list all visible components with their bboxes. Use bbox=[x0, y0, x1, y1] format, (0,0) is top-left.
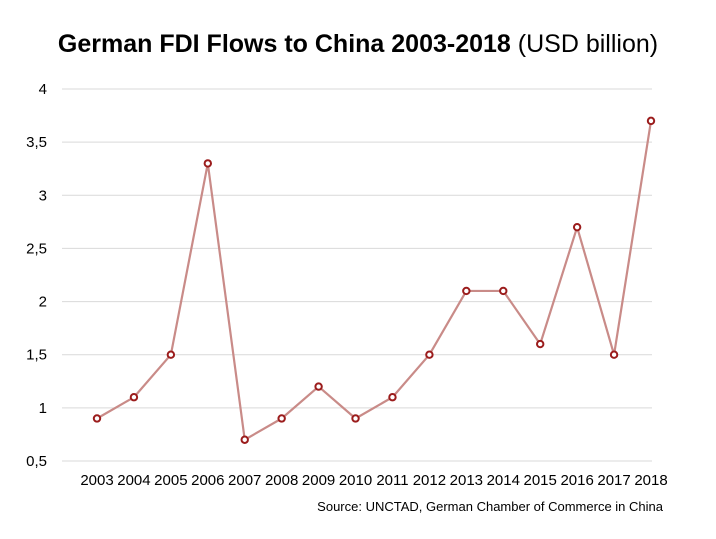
y-tick-label: 3,5 bbox=[26, 134, 47, 151]
y-tick-label: 4 bbox=[39, 81, 47, 98]
x-tick-label: 2013 bbox=[450, 472, 483, 489]
data-point bbox=[425, 350, 434, 359]
x-tick-label: 2011 bbox=[376, 472, 408, 489]
data-point bbox=[646, 116, 656, 126]
y-tick-label: 2,5 bbox=[26, 240, 47, 257]
data-point bbox=[92, 414, 102, 423]
x-tick-label: 2016 bbox=[560, 472, 593, 489]
chart-title: German FDI Flows to China 2003-2018 (USD… bbox=[0, 30, 716, 59]
data-point bbox=[536, 339, 545, 349]
y-tick-label: 1 bbox=[39, 400, 47, 417]
x-tick-label: 2003 bbox=[80, 472, 113, 489]
source-note: Source: UNCTAD, German Chamber of Commer… bbox=[317, 499, 663, 514]
y-tick-label: 0,5 bbox=[26, 453, 47, 470]
gridlines bbox=[62, 88, 652, 462]
x-tick-label: 2012 bbox=[413, 472, 446, 489]
data-point bbox=[240, 435, 249, 444]
y-tick-label: 3 bbox=[39, 187, 47, 204]
x-tick-label: 2017 bbox=[597, 472, 630, 489]
x-tick-label: 2015 bbox=[524, 472, 557, 489]
data-point bbox=[388, 393, 397, 402]
data-point bbox=[166, 350, 176, 359]
chart-title-main: German FDI Flows to China 2003-2018 bbox=[57, 30, 511, 58]
x-tick-label: 2005 bbox=[154, 472, 187, 489]
data-point bbox=[499, 286, 508, 296]
series-line bbox=[96, 120, 653, 441]
data-point bbox=[129, 393, 139, 402]
y-tick-label: 2 bbox=[39, 294, 47, 311]
y-tick-label: 1,5 bbox=[26, 347, 47, 364]
chart-title-unit: (USD billion) bbox=[517, 30, 659, 58]
x-tick-label: 2004 bbox=[117, 472, 150, 489]
y-axis-tick-labels: 0,5 1 1,5 2 2,5 3 3,5 4 bbox=[26, 81, 47, 470]
x-tick-label: 2009 bbox=[302, 472, 335, 489]
data-point bbox=[609, 350, 619, 359]
x-tick-label: 2018 bbox=[634, 472, 667, 489]
data-point bbox=[351, 414, 360, 423]
x-tick-label: 2010 bbox=[339, 472, 372, 489]
x-tick-label: 2008 bbox=[265, 472, 298, 489]
data-point bbox=[462, 286, 471, 296]
data-point bbox=[203, 159, 213, 168]
x-tick-label: 2007 bbox=[228, 472, 261, 489]
x-tick-label: 2014 bbox=[487, 472, 520, 489]
series-markers bbox=[92, 116, 656, 444]
data-point bbox=[572, 222, 582, 232]
data-point bbox=[314, 382, 323, 391]
data-point bbox=[277, 414, 286, 423]
x-tick-label: 2006 bbox=[191, 472, 224, 489]
x-axis-tick-labels: 2003 2004 2005 2006 2007 2008 2009 2010 2011 2012… bbox=[80, 472, 667, 489]
series-line-layer bbox=[96, 120, 653, 441]
